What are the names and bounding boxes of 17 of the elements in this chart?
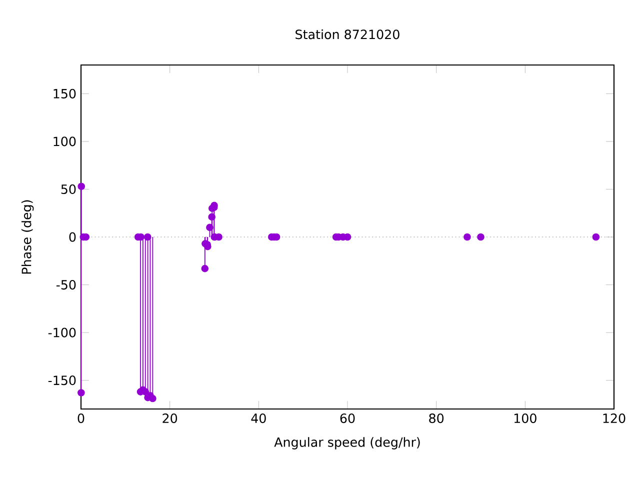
x-axis-title: Angular speed (deg/hr)	[274, 437, 420, 450]
y-tick-label: 50	[61, 184, 76, 194]
chart-title: Station 8721020	[296, 29, 400, 40]
x-tick-label: 40	[251, 413, 266, 424]
x-tick-label: 80	[429, 413, 444, 424]
y-tick-label: 0	[69, 232, 76, 242]
x-tick-label: 0	[78, 413, 84, 424]
y-tick-label: -150	[48, 376, 76, 386]
y-tick-label: -50	[56, 280, 76, 290]
x-tick-label: 20	[162, 413, 178, 424]
y-tick-label: 100	[54, 136, 76, 146]
x-tick-label: 120	[603, 413, 626, 424]
x-tick-label: 60	[340, 413, 355, 424]
y-tick-label: 150	[54, 88, 76, 98]
x-tick-label: 100	[514, 413, 536, 424]
y-axis-title: Phase (deg)	[21, 200, 34, 274]
y-tick-label: -100	[48, 328, 76, 338]
